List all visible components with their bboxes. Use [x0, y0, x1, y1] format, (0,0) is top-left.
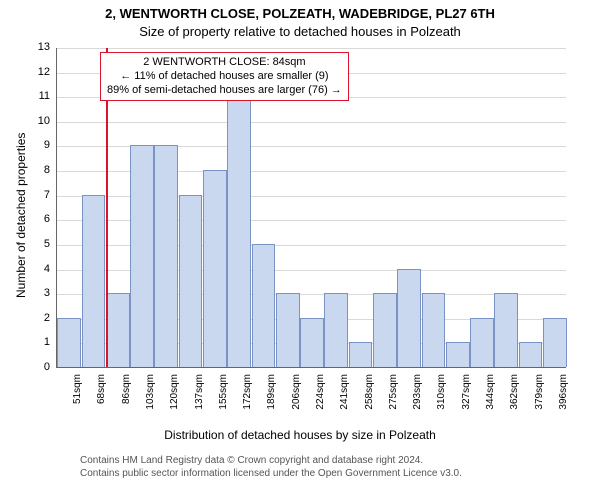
x-tick-label: 275sqm — [388, 374, 399, 424]
bar — [227, 96, 251, 367]
bar — [57, 318, 81, 367]
y-tick-label: 7 — [32, 189, 50, 201]
x-tick-label: 189sqm — [266, 374, 277, 424]
y-tick-label: 12 — [32, 66, 50, 78]
x-tick-label: 362sqm — [509, 374, 520, 424]
y-tick-label: 11 — [32, 90, 50, 102]
x-tick-label: 241sqm — [339, 374, 350, 424]
x-tick-label: 120sqm — [169, 374, 180, 424]
x-tick-label: 86sqm — [121, 374, 132, 424]
page-title-line2: Size of property relative to detached ho… — [0, 24, 600, 39]
bar — [470, 318, 494, 367]
x-tick-label: 310sqm — [436, 374, 447, 424]
bar — [422, 293, 446, 367]
y-tick-label: 2 — [32, 312, 50, 324]
annotation-line-3: 89% of semi-detached houses are larger (… — [107, 84, 342, 98]
gridline — [57, 122, 566, 123]
x-axis-label: Distribution of detached houses by size … — [0, 428, 600, 442]
x-tick-label: 344sqm — [485, 374, 496, 424]
x-tick-label: 172sqm — [242, 374, 253, 424]
footer-attribution: Contains HM Land Registry data © Crown c… — [80, 454, 462, 480]
y-tick-label: 1 — [32, 336, 50, 348]
x-tick-label: 293sqm — [412, 374, 423, 424]
x-tick-label: 155sqm — [218, 374, 229, 424]
bar — [130, 145, 154, 367]
x-tick-label: 258sqm — [364, 374, 375, 424]
bar — [373, 293, 397, 367]
bar — [494, 293, 518, 367]
x-tick-label: 379sqm — [534, 374, 545, 424]
bar — [349, 342, 373, 367]
x-tick-label: 51sqm — [72, 374, 83, 424]
y-tick-label: 0 — [32, 361, 50, 373]
bar — [82, 195, 106, 367]
x-tick-label: 103sqm — [145, 374, 156, 424]
x-tick-label: 68sqm — [96, 374, 107, 424]
bar — [397, 269, 421, 367]
y-tick-label: 5 — [32, 238, 50, 250]
gridline — [57, 48, 566, 49]
bar — [324, 293, 348, 367]
bar — [203, 170, 227, 367]
x-tick-label: 137sqm — [194, 374, 205, 424]
y-axis-label: Number of detached properties — [14, 133, 28, 298]
x-tick-label: 327sqm — [461, 374, 472, 424]
annotation-line-1: 2 WENTWORTH CLOSE: 84sqm — [107, 56, 342, 70]
bar — [106, 293, 130, 367]
page-title-line1: 2, WENTWORTH CLOSE, POLZEATH, WADEBRIDGE… — [0, 6, 600, 21]
bar — [179, 195, 203, 367]
footer-line-2: Contains public sector information licen… — [80, 467, 462, 480]
y-tick-label: 9 — [32, 139, 50, 151]
y-tick-label: 13 — [32, 41, 50, 53]
x-tick-label: 206sqm — [291, 374, 302, 424]
bar — [446, 342, 470, 367]
bar — [154, 145, 178, 367]
footer-line-1: Contains HM Land Registry data © Crown c… — [80, 454, 462, 467]
y-tick-label: 6 — [32, 213, 50, 225]
bar — [276, 293, 300, 367]
y-tick-label: 10 — [32, 115, 50, 127]
x-tick-label: 224sqm — [315, 374, 326, 424]
bar — [519, 342, 543, 367]
bar — [252, 244, 276, 367]
y-tick-label: 8 — [32, 164, 50, 176]
bar — [300, 318, 324, 367]
annotation-line-2: ← 11% of detached houses are smaller (9) — [107, 70, 342, 84]
x-tick-label: 396sqm — [558, 374, 569, 424]
bar — [543, 318, 567, 367]
y-tick-label: 3 — [32, 287, 50, 299]
annotation-box: 2 WENTWORTH CLOSE: 84sqm ← 11% of detach… — [100, 52, 349, 101]
y-tick-label: 4 — [32, 263, 50, 275]
